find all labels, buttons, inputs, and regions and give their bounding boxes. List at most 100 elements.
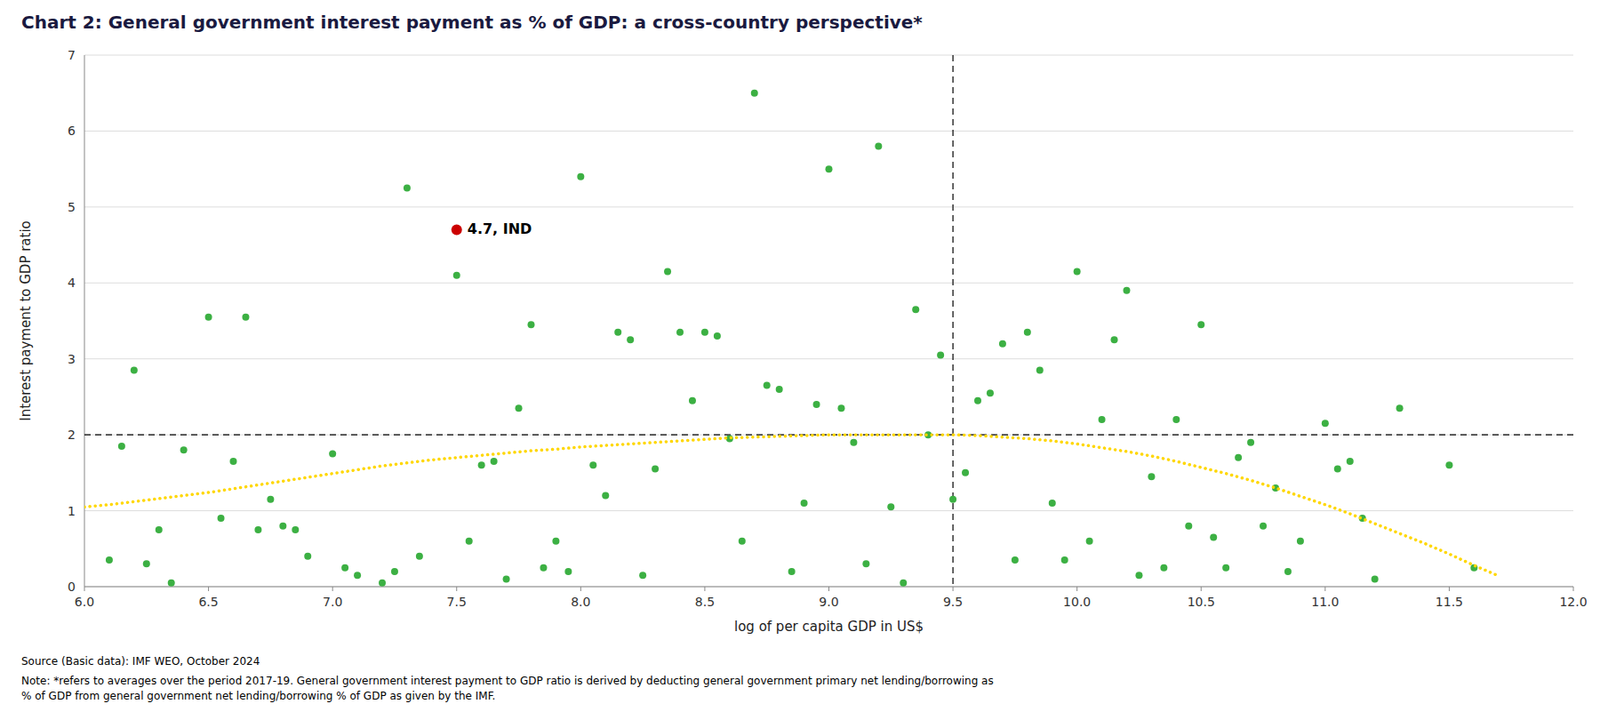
scatter-point (1445, 461, 1453, 469)
scatter-point (887, 503, 895, 511)
x-tick (952, 586, 954, 592)
scatter-point (1098, 416, 1106, 424)
scatter-point (1396, 404, 1404, 412)
grid-line (84, 358, 1574, 360)
reference-line (952, 55, 953, 587)
grid-line (84, 510, 1574, 512)
x-tick-label: 9.5 (943, 594, 963, 609)
y-tick-label: 2 (67, 427, 76, 442)
scatter-point (490, 457, 498, 465)
scatter-point (763, 382, 771, 390)
scatter-point (999, 340, 1007, 348)
scatter-point (639, 571, 647, 579)
scatter-point (403, 184, 411, 192)
scatter-point (626, 336, 634, 344)
x-axis-label: log of per capita GDP in US$ (734, 618, 924, 635)
y-tick-label: 0 (67, 579, 76, 594)
scatter-point (676, 328, 684, 336)
scatter-point (862, 560, 870, 568)
scatter-point (1147, 472, 1155, 480)
scatter-point (564, 568, 572, 576)
x-tick-label: 7.0 (322, 594, 343, 609)
x-tick-label: 11.5 (1435, 594, 1464, 609)
scatter-point (304, 552, 312, 560)
scatter-point (1123, 287, 1131, 295)
scatter-point (254, 526, 262, 534)
x-tick (1448, 586, 1450, 592)
scatter-point (478, 461, 486, 469)
grid-line (84, 130, 1574, 132)
grid-line (84, 282, 1574, 284)
scatter-point (614, 328, 622, 336)
x-tick-label: 9.0 (818, 594, 839, 609)
title: Chart 2: General government interest pay… (21, 11, 923, 33)
scatter-point (1111, 336, 1119, 344)
y-axis-label: Interest payment to GDP ratio (17, 220, 34, 422)
scatter-point (241, 313, 249, 321)
scatter-point (601, 491, 609, 499)
scatter-point (552, 537, 560, 545)
scatter-point (788, 568, 796, 576)
x-tick (84, 586, 86, 592)
grid-line (84, 55, 1574, 56)
x-tick-label: 6.5 (198, 594, 218, 609)
x-tick (828, 586, 830, 592)
x-tick-label: 8.5 (695, 594, 715, 609)
scatter-point (118, 442, 126, 450)
scatter-point (849, 439, 857, 447)
scatter-point (912, 305, 920, 313)
scatter-point (503, 575, 511, 583)
scatter-point (1184, 522, 1192, 530)
scatter-point (1073, 267, 1081, 275)
x-tick (1076, 586, 1078, 592)
x-tick (580, 586, 582, 592)
scatter-point (1346, 457, 1354, 465)
scatter-point (515, 404, 523, 412)
scatter-point (776, 385, 784, 393)
x-tick-label: 11.0 (1311, 594, 1339, 609)
scatter-point (576, 173, 584, 181)
scatter-point (539, 564, 547, 572)
scatter-point (230, 457, 238, 465)
scatter-point (751, 89, 759, 97)
scatter-point (217, 514, 225, 522)
scatter-point (279, 522, 287, 530)
scatter-point (1011, 556, 1019, 564)
source: Source (Basic data): IMF WEO, October 20… (21, 655, 260, 668)
plot-area (84, 55, 1574, 587)
scatter-point (589, 461, 597, 469)
scatter-point (180, 446, 188, 454)
scatter-point (353, 571, 361, 579)
scatter-point (1234, 454, 1242, 462)
grid-line (84, 586, 1574, 588)
scatter-point (143, 560, 151, 568)
scatter-point (453, 272, 461, 280)
y-tick-label: 3 (67, 352, 76, 367)
scatter-point (1197, 320, 1205, 328)
scatter-point (105, 556, 113, 564)
scatter-point (168, 579, 176, 587)
scatter-point (378, 579, 386, 587)
scatter-point (328, 450, 336, 458)
grid (84, 55, 1574, 587)
scatter-point (1036, 367, 1044, 375)
scatter-series (105, 89, 1478, 587)
highlight-point (451, 224, 463, 235)
scatter-point (651, 465, 659, 473)
y-tick-label: 1 (67, 504, 76, 519)
scatter-point (528, 320, 536, 328)
x-tick-label: 10.0 (1063, 594, 1091, 609)
grid-line (84, 206, 1574, 208)
chart: Chart 2: General government interest pay… (0, 0, 1600, 728)
scatter-point (416, 552, 424, 560)
x-tick (704, 586, 705, 592)
note: % of GDP from general government net len… (21, 689, 496, 703)
scatter-point (1160, 564, 1168, 572)
y-tick-label: 6 (67, 123, 76, 138)
x-tick (208, 586, 209, 592)
scatter-point (813, 400, 821, 408)
scatter-point (1321, 419, 1329, 427)
x-tick-label: 10.5 (1187, 594, 1216, 609)
scatter-point (936, 351, 944, 359)
scatter-point (205, 313, 213, 321)
